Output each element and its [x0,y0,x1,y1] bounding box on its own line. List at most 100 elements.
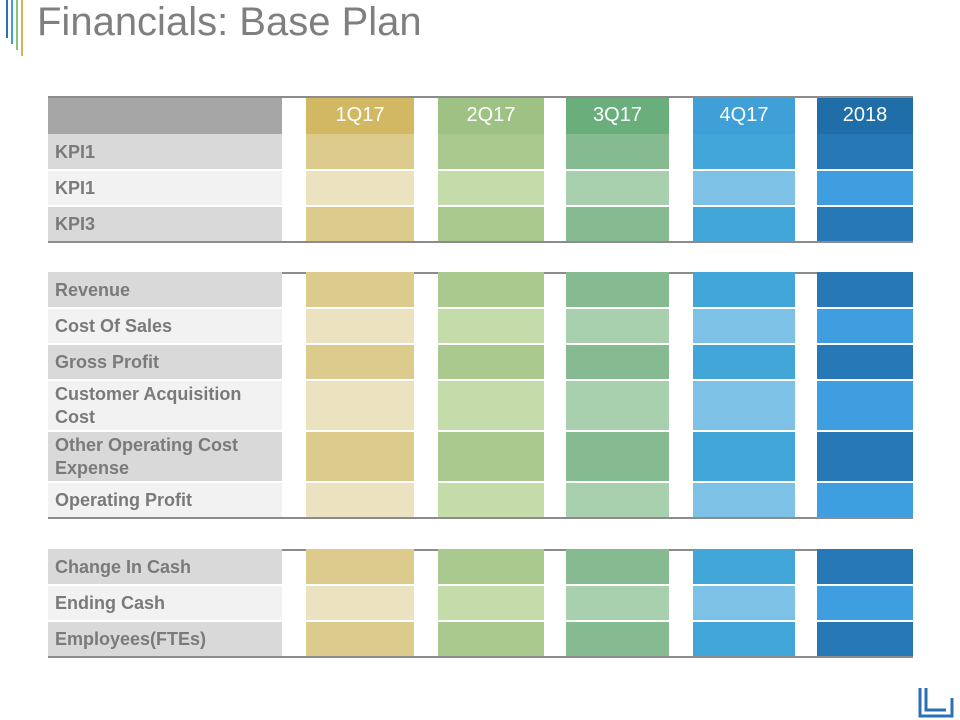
row-label: Revenue [48,272,282,308]
table-row: Customer Acquisition Cost [48,380,913,431]
table-row: Gross Profit [48,344,913,380]
value-cell-2018 [817,170,913,206]
value-cell-4q17 [693,431,795,482]
value-cell-2018 [817,308,913,344]
value-cell-2q17 [438,549,544,585]
value-cell-2018 [817,585,913,621]
row-label: Change In Cash [48,549,282,585]
value-cell-3q17 [566,482,669,518]
value-cell-4q17 [693,380,795,431]
row-divider [48,343,913,345]
section-bottom-rule [48,241,913,243]
table-row: Cost Of Sales [48,308,913,344]
value-cell-4q17 [693,134,795,170]
value-cell-2018 [817,344,913,380]
table-row: Employees(FTEs) [48,621,913,657]
table-top-rule [48,96,913,98]
row-label: Ending Cash [48,585,282,621]
page-title: Financials: Base Plan [37,0,422,44]
row-divider [48,307,913,309]
title-accent-line [16,0,18,50]
corner-bracket-icon [918,688,954,718]
value-cell-3q17 [566,308,669,344]
value-cell-4q17 [693,344,795,380]
value-cell-3q17 [566,272,669,308]
value-cell-2q17 [438,272,544,308]
column-header-2q17: 2Q17 [438,96,544,134]
value-cell-1q17 [306,134,414,170]
row-label: KPI1 [48,170,282,206]
value-cell-1q17 [306,272,414,308]
row-label: KPI1 [48,134,282,170]
value-cell-3q17 [566,549,669,585]
column-header-3q17: 3Q17 [566,96,669,134]
column-header-4q17: 4Q17 [693,96,795,134]
value-cell-4q17 [693,272,795,308]
table-row: Change In Cash [48,549,913,585]
column-header-2018: 2018 [817,96,913,134]
value-cell-1q17 [306,549,414,585]
value-cell-1q17 [306,431,414,482]
value-cell-1q17 [306,585,414,621]
value-cell-4q17 [693,482,795,518]
value-cell-2q17 [438,170,544,206]
table-row: Revenue [48,272,913,308]
value-cell-3q17 [566,344,669,380]
table-row: Ending Cash [48,585,913,621]
row-divider [48,620,913,622]
row-label: Cost Of Sales [48,308,282,344]
row-divider [48,430,913,432]
value-cell-1q17 [306,170,414,206]
value-cell-2018 [817,621,913,657]
value-cell-2q17 [438,380,544,431]
row-label: Customer Acquisition Cost [48,380,282,431]
value-cell-2018 [817,380,913,431]
value-cell-2018 [817,482,913,518]
value-cell-2018 [817,431,913,482]
row-divider [48,169,913,171]
value-cell-4q17 [693,585,795,621]
row-label: Employees(FTEs) [48,621,282,657]
row-label: Other Operating Cost Expense [48,431,282,482]
value-cell-4q17 [693,170,795,206]
value-cell-2q17 [438,482,544,518]
row-label: Gross Profit [48,344,282,380]
value-cell-4q17 [693,206,795,242]
value-cell-3q17 [566,170,669,206]
value-cell-3q17 [566,431,669,482]
value-cell-1q17 [306,344,414,380]
value-cell-2018 [817,134,913,170]
value-cell-1q17 [306,308,414,344]
row-label: KPI3 [48,206,282,242]
value-cell-2018 [817,549,913,585]
value-cell-1q17 [306,621,414,657]
table-row: KPI1 [48,170,913,206]
table-row: KPI1 [48,134,913,170]
value-cell-3q17 [566,380,669,431]
value-cell-2018 [817,272,913,308]
value-cell-2018 [817,206,913,242]
section-bottom-rule [48,517,913,519]
title-accent-line [6,0,8,38]
table-row: KPI3 [48,206,913,242]
value-cell-3q17 [566,134,669,170]
value-cell-2q17 [438,206,544,242]
header-label-cell [48,96,282,134]
row-divider [48,205,913,207]
value-cell-2q17 [438,134,544,170]
column-header-1q17: 1Q17 [306,96,414,134]
value-cell-2q17 [438,585,544,621]
value-cell-3q17 [566,585,669,621]
value-cell-1q17 [306,206,414,242]
row-label: Operating Profit [48,482,282,518]
value-cell-2q17 [438,621,544,657]
value-cell-4q17 [693,621,795,657]
value-cell-3q17 [566,206,669,242]
row-divider [48,481,913,483]
value-cell-2q17 [438,308,544,344]
value-cell-2q17 [438,344,544,380]
value-cell-4q17 [693,549,795,585]
value-cell-3q17 [566,621,669,657]
value-cell-4q17 [693,308,795,344]
table-row: Operating Profit [48,482,913,518]
